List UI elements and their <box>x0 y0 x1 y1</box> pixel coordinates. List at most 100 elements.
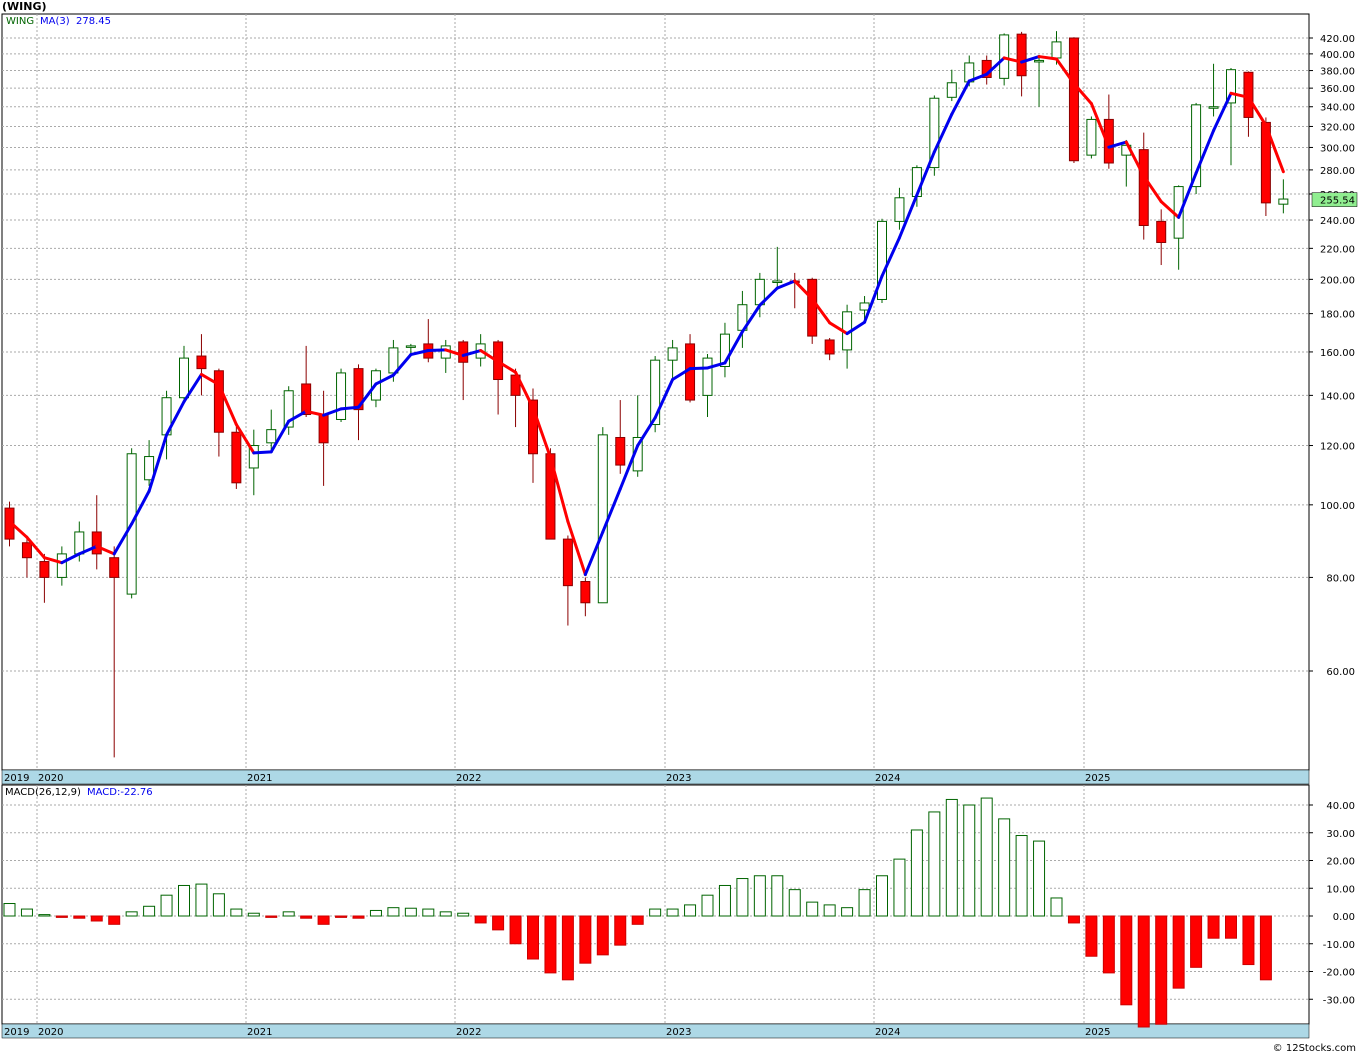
ma3-line-segment <box>304 409 326 417</box>
candle-down <box>213 370 224 433</box>
macd-tick-label: 10.00 <box>1326 884 1355 895</box>
macd-bar-negative <box>1225 915 1237 939</box>
candle-up <box>650 359 661 426</box>
macd-bar-positive <box>788 889 801 917</box>
ma3-line-segment <box>339 405 360 411</box>
ma3-line-segment <box>1107 140 1128 149</box>
candle-down <box>1156 220 1167 243</box>
ma3-line-segment <box>217 383 238 427</box>
macd-bar-negative <box>317 915 330 925</box>
ma3-line-segment <box>1264 123 1285 174</box>
macd-bar-positive <box>858 889 871 917</box>
candle-down <box>458 341 469 363</box>
price-tick-label: 120.00 <box>1320 442 1355 453</box>
ma3-line-segment <box>8 520 29 539</box>
macd-bar-positive <box>422 908 435 917</box>
ma3-line-segment <box>42 556 64 565</box>
candle-up <box>1191 104 1202 188</box>
macd-bar-negative <box>492 915 505 931</box>
x-axis-label: 2024 <box>875 1027 900 1038</box>
macd-bar-positive <box>230 908 243 917</box>
price-tick-label: 140.00 <box>1320 391 1355 402</box>
candle-up <box>336 372 347 420</box>
candle-down <box>528 399 538 455</box>
price-tick-label: 220.00 <box>1320 244 1355 255</box>
candle-down <box>562 538 573 587</box>
candle-down <box>231 431 242 484</box>
macd-bar-negative <box>1102 915 1115 974</box>
macd-bar-positive <box>282 911 295 917</box>
macd-bar-positive <box>998 818 1011 917</box>
macd-bar-positive <box>369 909 382 917</box>
x-axis-label: 2021 <box>247 1027 272 1038</box>
macd-legend-value: MACD:-22.76 <box>87 787 153 798</box>
macd-bar-positive <box>841 907 854 917</box>
ma3-line-segment <box>828 321 849 336</box>
ma3-line-segment <box>60 552 81 565</box>
candle-down <box>615 436 626 466</box>
macd-bar-negative <box>1190 915 1203 968</box>
ma3-line-segment <box>653 378 675 420</box>
macd-bar-positive <box>387 907 400 917</box>
macd-bar-negative <box>579 915 592 964</box>
candle-up <box>1034 59 1045 63</box>
candle-down <box>807 278 818 337</box>
ma3-line-segment <box>566 520 587 577</box>
macd-bar-positive <box>195 883 208 917</box>
macd-tick-label: -10.00 <box>1323 940 1355 951</box>
candle-up <box>719 333 730 367</box>
ma3-line-segment <box>165 400 186 437</box>
macd-bar-positive <box>20 908 33 917</box>
ma3-line-segment <box>915 150 936 197</box>
candle-down <box>196 355 207 370</box>
macd-bar-positive <box>125 911 138 917</box>
ma3-line-segment <box>880 236 901 278</box>
price-tick-label: 160.00 <box>1320 348 1355 359</box>
price-tick-label: 200.00 <box>1320 275 1355 286</box>
candle-down <box>1260 121 1271 204</box>
ma3-line-segment <box>775 279 797 290</box>
ma3-line-segment <box>374 373 395 386</box>
macd-legend-label: MACD(26,12,9) <box>5 787 81 798</box>
candle-up <box>144 456 155 481</box>
chart-title: (WING) <box>2 0 47 13</box>
macd-xaxis-band <box>1 1023 1310 1039</box>
macd-bar-positive <box>684 904 697 917</box>
macd-bar-positive <box>160 894 173 917</box>
ma3-line-segment <box>199 372 221 387</box>
macd-bar-negative <box>1242 915 1255 966</box>
ma3-line-segment <box>147 433 169 493</box>
x-axis-label: 2024 <box>875 773 900 784</box>
ma3-line-segment <box>793 279 814 301</box>
candle-up <box>772 280 783 283</box>
macd-bar-negative <box>1207 915 1220 939</box>
ma3-line-segment <box>1142 174 1163 204</box>
ma3-line-segment <box>1177 171 1198 219</box>
ma3-line-segment <box>897 193 919 240</box>
candle-up <box>1278 198 1289 205</box>
ma3-line-segment <box>234 423 256 455</box>
ma3-line-segment <box>1037 55 1058 61</box>
macd-bar-negative <box>108 915 121 925</box>
macd-bar-positive <box>701 894 714 917</box>
macd-bar-positive <box>910 829 923 917</box>
ma3-line-segment <box>706 361 727 370</box>
price-tick-label: 380.00 <box>1320 67 1355 78</box>
ma3-line-segment <box>357 382 378 409</box>
macd-bar-positive <box>1015 835 1028 917</box>
ma3-line-segment <box>985 56 1006 76</box>
ma3-line-segment <box>671 367 692 382</box>
candle-up <box>597 434 608 604</box>
ma3-line-segment <box>688 366 709 371</box>
ma3-line-segment <box>1020 55 1041 64</box>
price-tick-label: 420.00 <box>1320 34 1355 45</box>
macd-bar-positive <box>457 912 470 917</box>
ma3-line-segment <box>845 320 867 336</box>
last-price-tag <box>1311 192 1358 207</box>
candle-up <box>894 197 905 222</box>
ma3-line-segment <box>1002 56 1024 64</box>
candle-down <box>1138 149 1149 227</box>
candle-up <box>667 347 678 361</box>
ma3-line-segment <box>322 407 343 417</box>
ma3-line-segment <box>444 348 465 357</box>
